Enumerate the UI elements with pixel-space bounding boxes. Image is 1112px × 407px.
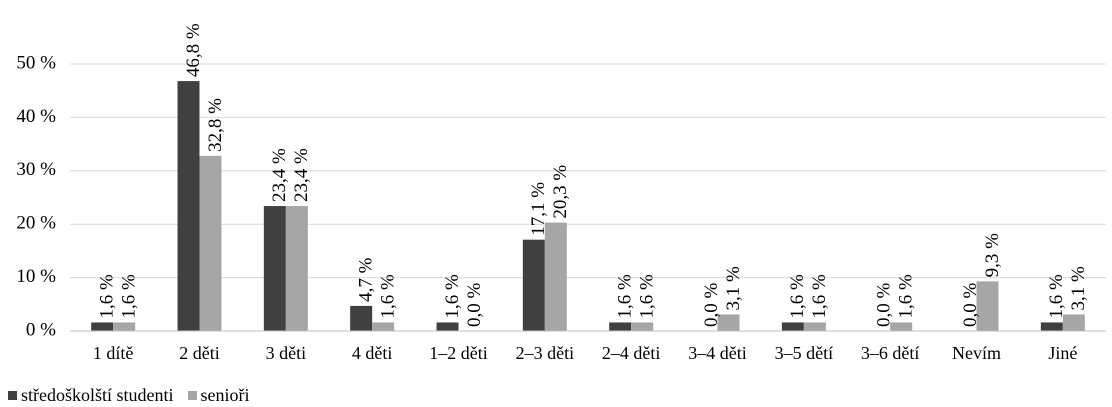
- x-tick-label: 2–3 děti: [516, 343, 575, 363]
- bar-seniors: [803, 322, 826, 331]
- bar-seniors: [285, 206, 308, 331]
- data-label: 1,6 %: [896, 274, 917, 319]
- x-tick-label: 4 děti: [352, 343, 393, 363]
- data-label: 0,0 %: [960, 283, 981, 328]
- x-tick-label: 2–4 děti: [602, 343, 661, 363]
- bar-chart: 0 %10 %20 %30 %40 %50 % 1,6 % 1,6 %46,8 %…: [16, 23, 1106, 363]
- data-label: 9,3 %: [982, 233, 1003, 278]
- data-label: 46,8 %: [183, 23, 204, 77]
- bar-students: [263, 206, 286, 331]
- bar-seniors: [1062, 314, 1085, 331]
- legend-swatch-students: [8, 391, 17, 400]
- legend-label-students: středoškolští studenti: [21, 385, 174, 405]
- bar-students: [522, 239, 545, 331]
- data-label: 32,8 %: [205, 98, 226, 152]
- data-label: 3,1 %: [1068, 266, 1089, 311]
- x-tick-label: 1–2 děti: [429, 343, 488, 363]
- data-label: 1,6 %: [119, 274, 140, 319]
- legend-label-seniors: senioři: [200, 385, 250, 405]
- y-tick-label: 50 %: [16, 52, 56, 73]
- data-label: 20,3 %: [550, 165, 571, 219]
- bar-students: [609, 322, 632, 331]
- bar-seniors: [890, 322, 913, 331]
- legend-swatch-seniors: [187, 391, 197, 400]
- y-axis-ticks: 0 % 10 % 20 % 30 % 40 % 50 %: [16, 52, 56, 340]
- bar-seniors: [199, 155, 222, 331]
- data-label: 0,0 %: [464, 283, 485, 328]
- data-label: 0,0 %: [701, 283, 722, 328]
- data-label: 1,6 %: [615, 274, 636, 319]
- bar-seniors: [544, 222, 567, 331]
- x-tick-label: Nevím: [952, 343, 1001, 363]
- bar-students: [177, 81, 200, 331]
- data-label: 4,7 %: [356, 257, 377, 302]
- data-label: 1,6 %: [378, 274, 399, 319]
- legend-item-students: středoškolští studenti: [8, 385, 174, 406]
- data-label: 1,6 %: [787, 274, 808, 319]
- bar-students: [436, 322, 459, 331]
- data-label: 23,4 %: [291, 148, 312, 202]
- y-tick-label: 40 %: [16, 106, 56, 127]
- bar-students: [91, 322, 114, 331]
- y-tick-label: 30 %: [16, 159, 56, 180]
- bar-students: [781, 322, 804, 331]
- data-label: 1,6 %: [637, 274, 658, 319]
- gridlines: [70, 63, 1106, 279]
- data-label: 17,1 %: [528, 182, 549, 236]
- bar-seniors: [113, 322, 136, 331]
- x-tick-label: 2 děti: [179, 343, 220, 363]
- data-label: 1,6 %: [442, 274, 463, 319]
- data-label: 0,0 %: [874, 283, 895, 328]
- data-label: 23,4 %: [269, 148, 290, 202]
- y-tick-label: 20 %: [16, 213, 56, 234]
- x-tick-label: 3–5 dětí: [775, 343, 834, 363]
- x-tick-label: 3 děti: [266, 343, 307, 363]
- data-label: 1,6 %: [809, 274, 830, 319]
- bar-seniors: [631, 322, 654, 331]
- y-tick-label: 0 %: [26, 319, 56, 340]
- x-tick-label: 1 dítě: [93, 343, 134, 363]
- x-tick-label: 3–6 dětí: [861, 343, 920, 363]
- data-label: 1,6 %: [1046, 274, 1067, 319]
- legend-item-seniors: senioři: [187, 385, 250, 406]
- data-label: 3,1 %: [723, 266, 744, 311]
- bar-seniors: [717, 314, 740, 331]
- bar-students: [350, 305, 373, 331]
- data-labels: 1,6 % 1,6 %46,8 %32,8 %23,4 % 23,4 %4,7 % 1…: [97, 23, 1090, 327]
- bar-seniors: [372, 322, 395, 331]
- x-axis-ticks: 1 dítě 2 děti 3 děti 4 děti 1–2 děti 2–3 děti…: [93, 343, 1077, 363]
- x-tick-label: Jiné: [1048, 343, 1077, 363]
- y-tick-label: 10 %: [16, 266, 56, 287]
- data-label: 1,6 %: [97, 274, 118, 319]
- bar-seniors: [976, 281, 999, 331]
- bars: [91, 81, 1085, 331]
- bar-students: [1040, 322, 1063, 331]
- x-tick-label: 3–4 děti: [688, 343, 747, 363]
- legend: středoškolští studenti senioři: [8, 385, 264, 406]
